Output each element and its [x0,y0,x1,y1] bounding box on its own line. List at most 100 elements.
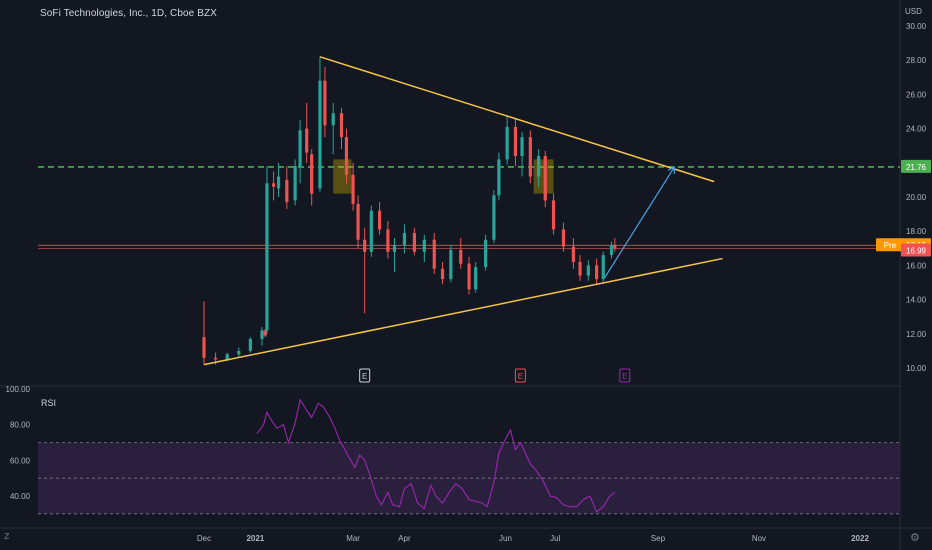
candle-body [323,80,327,126]
candle-body [520,137,524,156]
candle-body [298,130,302,167]
projection-arrow-head [667,166,675,171]
candle-body [561,229,566,247]
highlight-box [533,159,554,194]
candle-body [474,267,478,290]
candle-body [601,255,605,280]
earnings-marker-frame [619,368,631,383]
highlight-box [333,159,352,194]
candle-body [402,232,407,245]
earnings-marker-frame [359,368,371,383]
candle-body [263,330,267,336]
chart-annotations[interactable] [38,159,900,249]
candle-body [351,174,355,204]
price-tick-label: 30.00 [906,22,927,31]
price-tick-label: 20.00 [906,193,927,202]
symbol-title: SoFi Technologies, Inc., 1D, Cboe BZX [40,8,217,19]
chart-axes: 30.0028.0026.0024.0022.0020.0018.0016.00… [6,22,927,543]
candle-body [595,265,599,280]
rsi-pane-label: RSI [41,398,57,408]
gear-icon[interactable]: ⚙ [910,532,920,544]
projection-arrow [604,166,675,278]
candle-body [293,166,297,201]
candle-body [225,354,229,360]
candle-body [213,357,218,360]
earnings-marker-label: E [622,372,627,381]
candle-body [422,239,426,252]
time-tick-label: Apr [398,534,411,543]
candle-body [377,210,382,230]
candlestick-series [202,56,617,365]
candle-body [537,155,541,177]
candle-body [356,203,360,240]
candle-body [260,330,264,339]
price-badges: 21.76Pre17.1816.99 [876,159,931,257]
tradingview-logo-icon: Z [4,532,10,541]
trend-lines[interactable] [203,56,723,366]
candle-body [305,128,309,153]
time-tick-label: Dec [197,534,211,543]
candle-body [318,80,322,189]
pre-label-badge: Pre [884,241,897,250]
candle-body [467,263,471,290]
price-tick-label: 14.00 [906,296,927,305]
candle-body [310,154,314,194]
price-tick-label: 28.00 [906,56,927,65]
rsi-tick-label: 100.00 [6,385,31,394]
earnings-marker-icon[interactable]: E [619,368,631,383]
earnings-marker-icon[interactable]: E [359,368,371,383]
earnings-marker-icon[interactable]: E [514,368,526,383]
candle-body [237,350,241,355]
price-tick-label: 12.00 [906,330,927,339]
candle-body [339,113,344,138]
price-tick-label: 26.00 [906,90,927,99]
rsi-band-fill [38,442,900,514]
rsi-line-series [256,398,616,513]
rsi-band [38,442,900,515]
candle-body [613,244,617,249]
currency-label: USD [905,7,922,16]
candle-body [392,244,397,252]
candle-body [459,250,463,264]
rsi-tick-label: 80.00 [10,421,31,430]
candle-body [484,239,488,268]
candle-body [440,268,445,280]
rsi-tick-label: 60.00 [10,456,31,465]
rsi-line [256,398,616,513]
time-tick-label: Mar [346,534,360,543]
candle-body [276,176,281,189]
time-tick-label: Jun [499,534,512,543]
candle-body [609,244,614,256]
level-badge-bg [901,159,931,173]
earnings-marker-label: E [362,372,367,381]
candle-body [432,239,436,269]
candle-body [369,210,373,252]
candle-body [492,195,496,240]
candle-body [331,113,335,126]
candle-body [551,200,556,230]
candle-body [386,229,390,252]
rsi-tick-label: 40.00 [10,492,31,501]
earnings-marker-frame [514,368,526,383]
last-price-badge: 16.99 [906,246,927,255]
candle-body [571,246,576,262]
candle-body [412,232,416,252]
candle-body [271,183,276,187]
time-tick-label: 2021 [246,534,264,543]
price-tick-label: 24.00 [906,125,927,134]
candle-body [513,126,518,156]
earnings-marker-label: E [518,372,523,381]
time-tick-label: 2022 [851,534,869,543]
candle-body [543,155,547,201]
candle-body [528,137,532,177]
last-price-badge-bg [901,243,931,257]
time-tick-label: Sep [651,534,666,543]
candle-body [344,137,349,175]
lower-trendline [203,257,723,366]
level-badge: 21.76 [906,163,927,172]
price-tick-label: 10.00 [906,364,927,373]
candle-body [497,159,501,196]
candle-body [248,338,252,351]
